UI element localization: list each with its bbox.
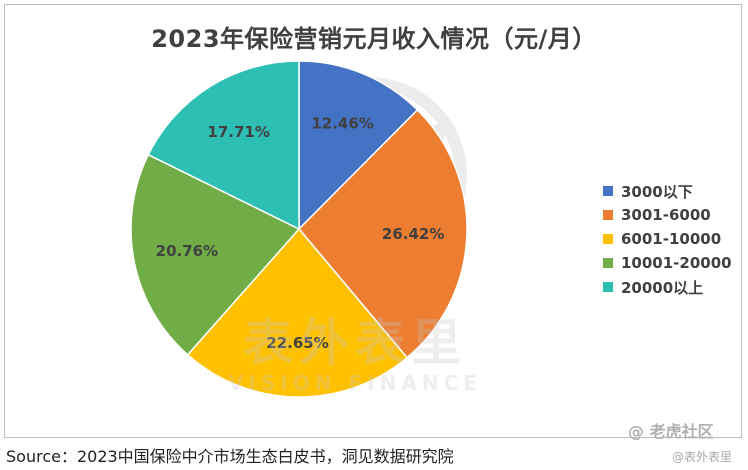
legend-label-1: 3001-6000: [621, 206, 711, 224]
watermark-corner: @ 老虎社区: [628, 422, 714, 441]
legend-swatch-0: [603, 186, 613, 196]
legend-item-0: 3000以下: [603, 179, 732, 203]
legend-label-0: 3000以下: [621, 182, 693, 201]
watermark-corner-sub: @表外表里: [672, 450, 733, 464]
legend-item-4: 20000以上: [603, 275, 732, 299]
chart-title: 2023年保险营销元月收入情况（元/月）: [151, 25, 597, 53]
legend-label-3: 10001-20000: [621, 254, 732, 272]
chart-frame: 2023年保险营销元月收入情况（元/月） 12.46% 26.42% 22.65% 2…: [4, 4, 742, 438]
pie-slice-3: [130, 153, 301, 356]
source-note: Source：2023中国保险中介市场生态白皮书，洞见数据研究院: [6, 447, 454, 466]
legend-swatch-1: [603, 210, 613, 220]
legend-swatch-2: [603, 234, 613, 244]
pie-slice-1: [297, 108, 468, 359]
chart-legend: 3000以下 3001-6000 6001-10000 10001-20000 2000…: [603, 179, 732, 299]
legend-label-4: 20000以上: [621, 278, 704, 297]
pie-chart: 12.46% 26.42% 22.65% 20.76% 17.71%: [130, 60, 468, 398]
legend-label-2: 6001-10000: [621, 230, 722, 248]
pie-slice-label-1: 26.42%: [382, 225, 444, 243]
legend-swatch-4: [603, 282, 613, 292]
pie-slice-label-0: 12.46%: [311, 114, 373, 132]
pie-slice-label-3: 20.76%: [156, 242, 218, 260]
pie-labels: 12.46% 26.42% 22.65% 20.76% 17.71%: [156, 114, 445, 352]
pie-slice-4: [147, 60, 300, 231]
pie-slice-0: [298, 60, 419, 231]
legend-item-2: 6001-10000: [603, 227, 732, 251]
pie-slice-label-4: 17.71%: [207, 123, 269, 141]
pie-slices: [130, 60, 468, 398]
legend-item-1: 3001-6000: [603, 203, 732, 227]
pie-slice-label-2: 22.65%: [266, 334, 328, 352]
legend-swatch-3: [603, 258, 613, 268]
legend-item-3: 10001-20000: [603, 251, 732, 275]
pie-slice-2: [186, 227, 409, 398]
